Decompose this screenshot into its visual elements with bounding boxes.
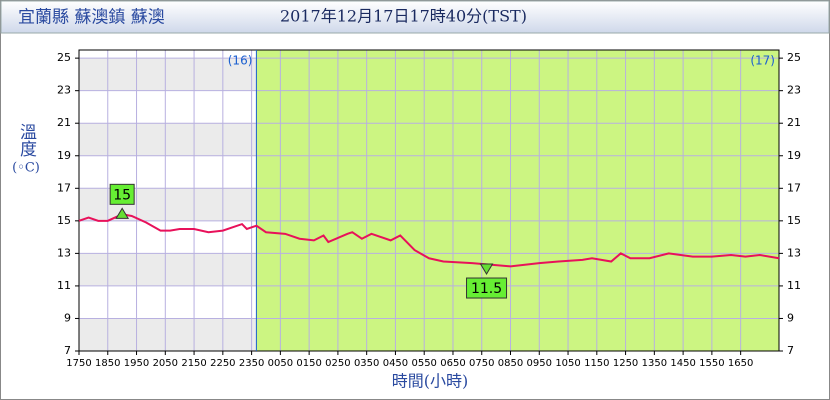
y-tick-label-right: 23 (787, 84, 801, 97)
y-tick-label: 9 (64, 311, 71, 324)
y-tick-label-right: 7 (787, 344, 794, 357)
x-tick-label: 2250 (210, 358, 235, 369)
x-tick-label: 1750 (66, 358, 91, 369)
x-axis-label: 時間(小時) (392, 372, 469, 391)
x-tick-label: 1850 (95, 358, 120, 369)
y-tick-label-right: 15 (787, 214, 801, 227)
day-label: (17) (750, 54, 775, 68)
y-tick-label-right: 19 (787, 149, 801, 162)
x-tick-label: 2050 (153, 358, 178, 369)
y-axis-label: 溫度 (16, 123, 37, 157)
marker-box (109, 183, 135, 205)
location: 宜蘭縣 蘇澳鎮 蘇澳 (18, 8, 165, 28)
x-tick-label: 0650 (440, 358, 465, 369)
band (79, 188, 257, 221)
chart-title: 2017年12月17日17時40分(TST) (280, 7, 527, 26)
y-tick-label-right: 13 (787, 246, 801, 259)
x-tick-label: 1450 (670, 358, 695, 369)
x-tick-label: 1350 (642, 358, 667, 369)
x-tick-label: 1050 (555, 358, 580, 369)
marker-max (115, 207, 130, 219)
marker-label: 11.5 (471, 281, 502, 297)
day-region (256, 50, 780, 351)
x-tick-label: 0950 (527, 358, 552, 369)
y-tick-label: 21 (57, 116, 71, 129)
x-tick-label: 0850 (498, 358, 523, 369)
header-bar (0, 0, 830, 34)
x-tick-label: 0550 (411, 358, 436, 369)
x-tick-label: 0050 (268, 358, 293, 369)
marker-label: 15 (113, 187, 131, 203)
x-tick-label: 2150 (181, 358, 206, 369)
temperature-line (78, 213, 780, 268)
band (79, 58, 257, 91)
y-tick-label-right: 9 (787, 311, 794, 324)
plot-border (78, 49, 780, 352)
band (79, 123, 257, 156)
marker-min (479, 263, 494, 275)
y-axis-unit: (◦C) (12, 161, 40, 176)
x-tick-label: 0350 (354, 358, 379, 369)
x-tick-label: 2350 (239, 358, 264, 369)
y-tick-label-right: 11 (787, 279, 801, 292)
x-tick-label: 1650 (728, 358, 753, 369)
x-tick-label: 0150 (296, 358, 321, 369)
y-tick-label-right: 21 (787, 116, 801, 129)
x-tick-label: 1550 (699, 358, 724, 369)
y-tick-label: 15 (57, 214, 71, 227)
x-tick-label: 0250 (325, 358, 350, 369)
y-tick-label-right: 17 (787, 181, 801, 194)
x-tick-label: 0750 (469, 358, 494, 369)
day-label: (16) (228, 54, 253, 68)
x-tick-label: 0450 (383, 358, 408, 369)
band (79, 318, 257, 351)
y-tick-label: 19 (57, 149, 71, 162)
x-tick-label: 1950 (124, 358, 149, 369)
marker-box (466, 277, 508, 299)
x-tick-label: 1250 (613, 358, 638, 369)
y-tick-label: 23 (57, 84, 71, 97)
x-tick-label: 1150 (584, 358, 609, 369)
y-tick-label: 7 (64, 344, 71, 357)
y-tick-label: 11 (57, 279, 71, 292)
band (79, 253, 257, 286)
y-tick-label: 25 (57, 51, 71, 64)
y-tick-label-right: 25 (787, 51, 801, 64)
y-tick-label: 13 (57, 246, 71, 259)
y-tick-label: 17 (57, 181, 71, 194)
